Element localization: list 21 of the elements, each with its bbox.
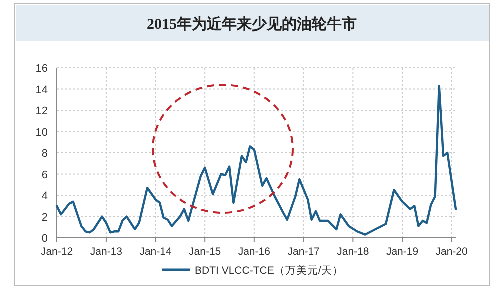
y-tick-label: 2 <box>42 212 48 224</box>
y-tick-label: 6 <box>42 169 48 182</box>
y-tick-label: 12 <box>36 106 48 118</box>
line-series <box>56 84 458 236</box>
y-tick-label: 0 <box>42 233 48 245</box>
legend-label: BDTI VLCC-TCE（万美元/天） <box>195 264 344 277</box>
chart-title: 2015年为近年来少见的油轮牛市 <box>147 15 357 33</box>
x-tick-label: Jan-15 <box>189 246 222 258</box>
x-tick-label: Jan-18 <box>337 246 370 258</box>
y-tick-label: 10 <box>36 126 48 139</box>
y-tick-label: 14 <box>36 84 48 96</box>
x-tick-label: Jan-12 <box>40 246 74 258</box>
x-tick-label: Jan-20 <box>436 246 468 258</box>
x-tick-label: Jan-19 <box>386 246 419 258</box>
x-tick-label: Jan-16 <box>238 246 271 258</box>
x-tick-label: Jan-14 <box>140 246 172 258</box>
y-tick-label: 4 <box>42 190 48 202</box>
x-tick-label: Jan-17 <box>288 246 320 258</box>
y-tick-label: 8 <box>42 148 48 160</box>
x-tick-label: Jan-13 <box>90 246 123 258</box>
y-tick-label: 16 <box>36 63 48 75</box>
